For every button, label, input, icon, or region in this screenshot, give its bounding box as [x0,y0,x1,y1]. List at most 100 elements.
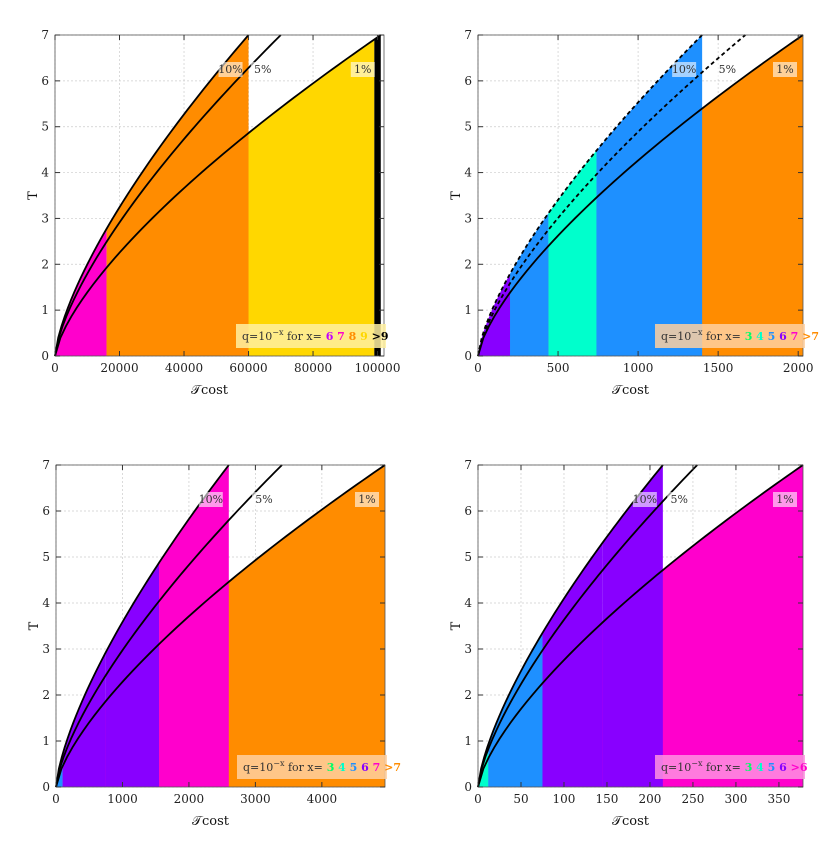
y-tick-label: 3 [464,211,472,225]
x-tick-label: 0 [474,792,482,806]
curve-1pct [55,464,386,788]
curve-label-text: 10% [218,63,242,76]
curve-label-1pct: 1% [773,62,797,77]
legend-item: 9 [356,330,367,343]
x-tick-label: 100000 [355,361,401,375]
legend-item: 5 [346,761,357,774]
y-tick-label: 4 [464,166,472,180]
curve-label-10pct: 10% [672,62,696,77]
y-tick-label: 4 [42,596,50,610]
y-tick-label: 2 [464,257,472,271]
curve-10pct [54,34,250,357]
region-6 [542,542,603,787]
x-axis-label: 𝒯cost [191,383,229,398]
legend-text: q=10−x for x= 3 4 5 6 7 >7 [661,328,819,343]
legend-item: 8 [345,330,357,343]
curve-10pct [477,34,703,357]
legend-item: >9 [368,330,389,343]
curve-label-text: 10% [672,63,696,76]
legend-prefix: q=10 [243,761,273,774]
curve-label-text: 10% [199,493,223,506]
legend-prefix: q=10 [661,330,691,343]
legend: q=10−x for x= 3 4 5 6 7 >7 [655,324,819,348]
x-axis-label: 𝒯cost [192,814,230,829]
legend-item: 6 [322,330,334,343]
y-tick-label: 2 [464,688,472,702]
curve-label-text: 5% [254,63,271,76]
y-tick-label: 0 [41,349,49,363]
legend-item: 7 [787,330,798,343]
filled-regions [478,465,803,787]
y-tick-label: 5 [42,550,50,564]
legend-item: 3 [323,761,334,774]
legend-prefix: q=10 [661,761,691,774]
chart-panel-2: 10% 5% 1%0 500 1000 1500 200001234567T𝒯costq=1… [449,28,819,398]
legend-item: >6 [787,761,808,774]
curve-label-1pct: 1% [350,62,375,77]
y-tick-label: 2 [41,257,49,271]
x-tick-label: 50 [513,792,528,806]
y-axis-label: T [449,621,464,630]
y-axis-label: T [449,191,464,200]
filled-regions [56,465,385,787]
region-4 [55,228,107,356]
y-tick-label: 6 [42,504,50,518]
legend-item: 6 [357,761,369,774]
legend-bg [237,755,387,779]
legend-text: q=10−x for x= 3 4 5 6 >6 [661,759,808,774]
legend-item: 6 [775,330,787,343]
legend-item: 5 [764,761,775,774]
legend-item: 6 [775,761,787,774]
y-tick-label: 4 [41,166,49,180]
y-tick-label: 7 [464,458,472,472]
region-3 [374,35,381,356]
curve-label-5pct: 5% [250,62,275,77]
legend-exponent: −x [273,759,285,768]
x-tick-label: 250 [681,792,704,806]
y-tick-label: 6 [41,74,49,88]
region-5 [488,632,543,787]
x-tick-label: 0 [52,792,60,806]
legend-item: 3 [741,330,752,343]
curve-1pct [477,464,804,788]
x-tick-label: 1000 [623,361,654,375]
legend-mid: for x= [702,761,740,774]
curve-label-text: 1% [776,493,793,506]
x-tick-label: 2000 [783,361,814,375]
y-tick-label: 1 [464,303,472,317]
x-tick-label: 40000 [165,361,203,375]
x-tick-label: 300 [724,792,747,806]
y-tick-label: 0 [464,780,472,794]
filled-regions [55,35,381,356]
region-7 [602,465,663,787]
curve-5pct [477,464,698,788]
y-tick-label: 7 [42,458,50,472]
legend-item: 5 [764,330,775,343]
legend-exponent: −x [691,759,703,768]
curve-label-5pct: 5% [251,492,276,507]
chart-panel-1: 10% 5% 1% 0 20000 40000 60000 80000 100000 0 1 2 3 4 5… [26,28,400,398]
curve-label-text: 1% [358,493,375,506]
curve-label-10pct: 10% [199,492,223,507]
y-tick-label: 6 [464,504,472,518]
legend-bg [655,755,805,779]
x-tick-label: 200 [639,792,662,806]
y-tick-label: 3 [41,211,49,225]
x-tick-label: 4000 [307,792,338,806]
curve-label-5pct: 5% [715,62,740,77]
y-tick-label: 3 [42,642,50,656]
legend: q=10−x for x= 3 4 5 6 >6 [655,755,808,779]
curve-10pct [477,464,664,788]
y-tick-label: 7 [464,28,472,42]
y-tick-label: 6 [464,74,472,88]
curve-1pct [54,34,382,357]
y-tick-label: 5 [464,120,472,134]
chart-panel-4: 10% 5% 1%0 50 100 150 200 250 300 35001234567T𝒯co… [449,458,808,829]
curve-5pct [55,464,283,788]
legend-item: >7 [380,761,401,774]
y-tick-label: 3 [464,642,472,656]
curve-1pct [477,34,804,357]
region-4 [478,273,511,356]
legend-item: 4 [334,761,346,774]
legend-item: 7 [369,761,380,774]
